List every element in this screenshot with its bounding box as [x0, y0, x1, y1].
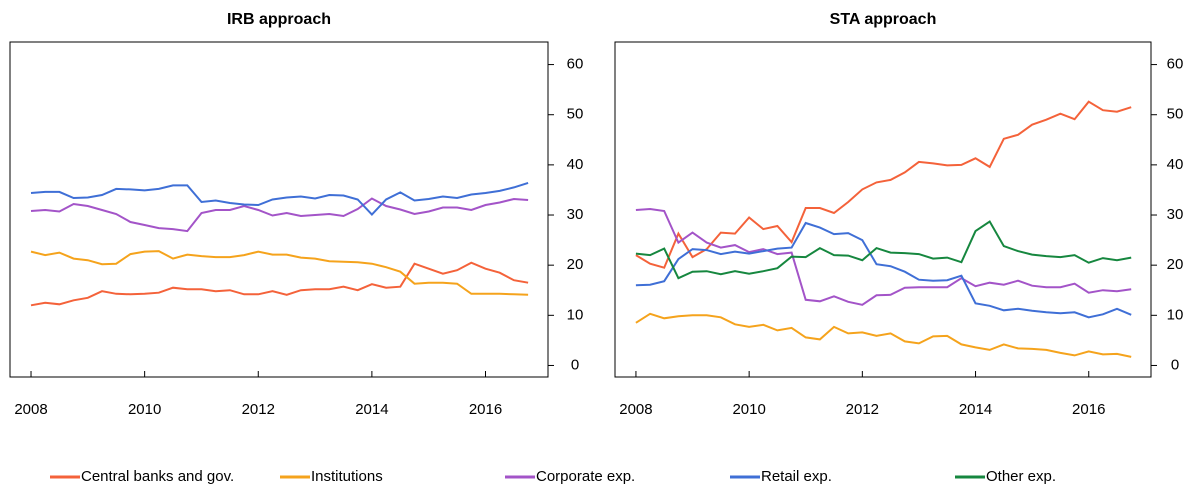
x-tick-label: 2014	[355, 401, 388, 418]
y-tick-label: 40	[1167, 156, 1184, 173]
y-tick-label: 50	[567, 106, 584, 123]
y-tick-label: 0	[1171, 356, 1179, 373]
series-line	[635, 220, 1132, 280]
legend-label: Corporate exp.	[536, 468, 635, 485]
y-tick-label: 30	[1167, 206, 1184, 223]
x-tick-label: 2016	[1072, 401, 1105, 418]
chart-title: IRB approach	[227, 11, 331, 28]
y-tick-label: 0	[571, 356, 579, 373]
legend-label: Institutions	[311, 468, 383, 485]
chart-title: STA approach	[830, 11, 937, 28]
x-tick-label: 2010	[128, 401, 161, 418]
y-tick-label: 20	[1167, 256, 1184, 273]
x-tick-label: 2012	[242, 401, 275, 418]
y-tick-label: 60	[567, 56, 584, 73]
plot-frame	[614, 41, 1152, 378]
legend-label: Other exp.	[986, 468, 1056, 485]
series-line	[30, 197, 529, 233]
x-tick-label: 2016	[469, 401, 502, 418]
y-tick-label: 20	[567, 256, 584, 273]
legend-label: Central banks and gov.	[81, 468, 234, 485]
y-tick-label: 10	[1167, 306, 1184, 323]
x-tick-label: 2012	[846, 401, 879, 418]
y-tick-label: 10	[567, 306, 584, 323]
series-line	[30, 181, 529, 216]
y-tick-label: 40	[567, 156, 584, 173]
series-line	[635, 312, 1132, 358]
series-line	[635, 100, 1132, 269]
series-line	[30, 261, 529, 307]
x-tick-label: 2008	[14, 401, 47, 418]
y-tick-label: 50	[1167, 106, 1184, 123]
series-line	[635, 207, 1132, 306]
x-tick-label: 2014	[959, 401, 992, 418]
plot-frame	[9, 41, 549, 378]
y-tick-label: 30	[567, 206, 584, 223]
series-line	[30, 250, 529, 296]
legend-label: Retail exp.	[761, 468, 832, 485]
x-tick-label: 2008	[619, 401, 652, 418]
x-tick-label: 2010	[732, 401, 765, 418]
series-line	[635, 221, 1132, 319]
y-tick-label: 60	[1167, 56, 1184, 73]
